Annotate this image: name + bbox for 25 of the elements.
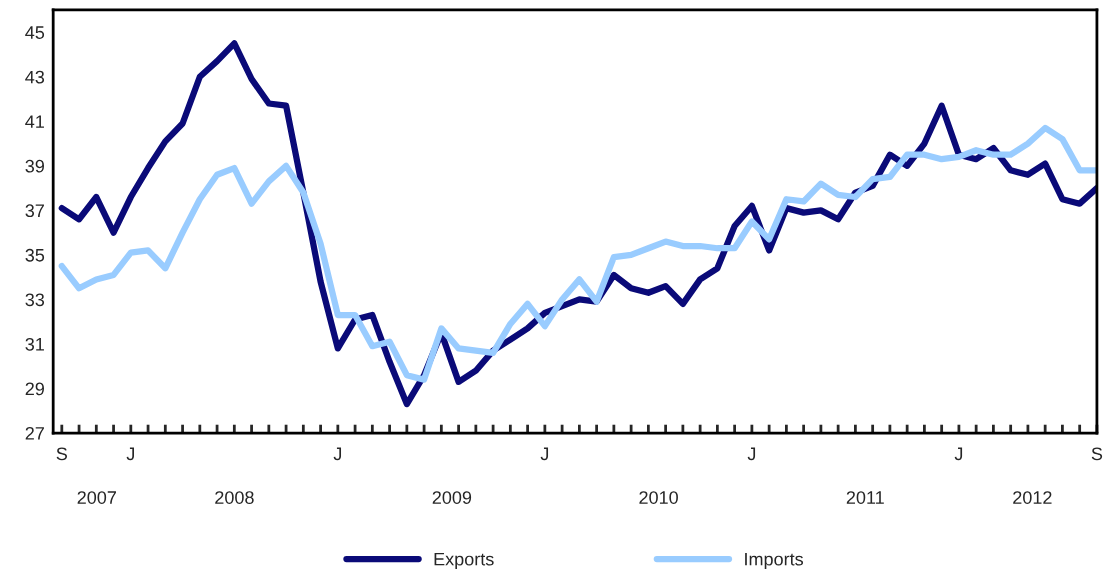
legend-label: Imports — [745, 552, 804, 570]
y-tick-label: 37 — [25, 204, 44, 218]
x2-tick-label: 2010 — [639, 491, 678, 504]
x-tick-label: J — [747, 447, 756, 461]
x2-tick-label: 2009 — [432, 491, 472, 504]
x-tick-label: S — [56, 447, 67, 461]
y-tick-label: 29 — [25, 382, 44, 396]
x2-tick-label: 2007 — [77, 491, 116, 504]
x-tick-label: S — [1091, 447, 1103, 461]
x2-tick-label: 2011 — [846, 491, 884, 504]
x-tick-label: J — [954, 447, 963, 461]
x2-tick-label: 2012 — [1013, 491, 1052, 504]
y-tick-label: 45 — [25, 26, 45, 39]
y-tick-label: 43 — [25, 70, 45, 84]
x2-tick-label: 2008 — [215, 491, 254, 504]
y-tick-label: 41 — [25, 115, 44, 128]
x-tick-label: J — [540, 447, 549, 461]
x-tick-label: J — [333, 447, 342, 461]
y-tick-label: 35 — [25, 248, 45, 262]
x-tick-label: J — [126, 447, 134, 461]
y-tick-label: 27 — [25, 426, 44, 440]
y-tick-label: 39 — [25, 159, 44, 173]
y-tick-label: 33 — [25, 293, 45, 307]
y-tick-label: 31 — [25, 337, 44, 351]
legend-label: Exports — [434, 552, 494, 570]
